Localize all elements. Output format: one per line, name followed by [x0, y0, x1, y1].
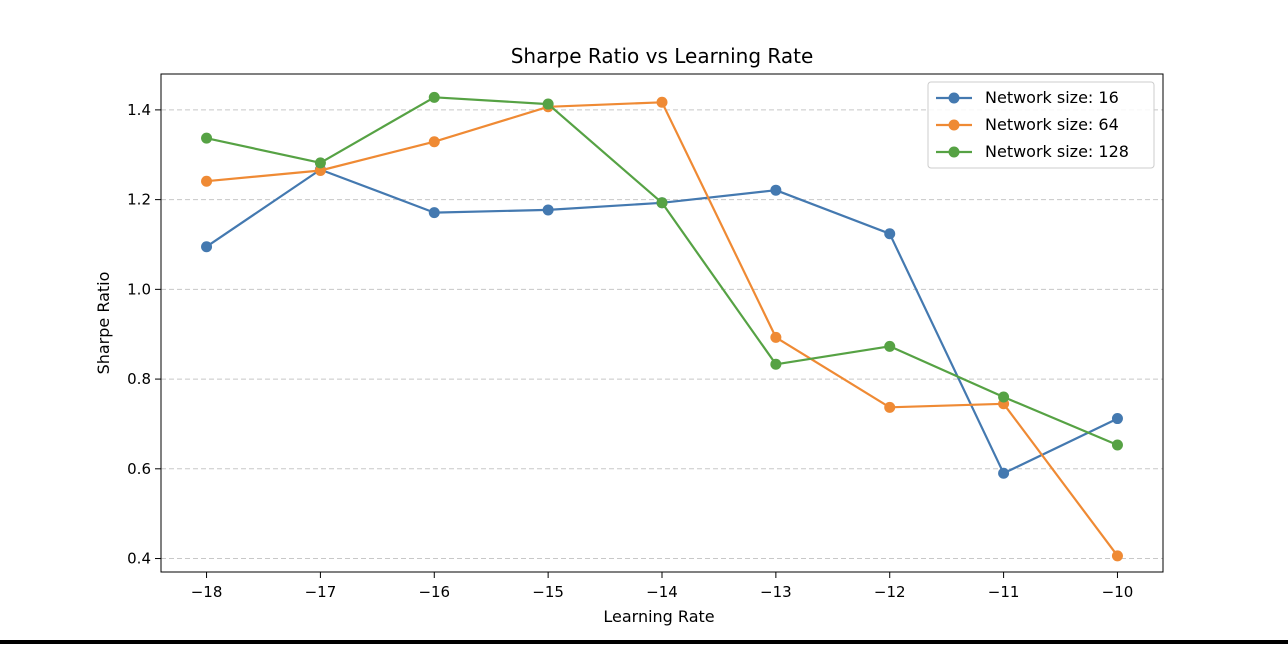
- x-tick-label: −13: [760, 583, 792, 601]
- data-point: [884, 340, 896, 352]
- legend-swatch-marker: [948, 92, 960, 104]
- data-point: [884, 228, 896, 240]
- data-point: [656, 197, 668, 209]
- x-tick-label: −18: [191, 583, 223, 601]
- legend: Network size: 16 Network size: 64 Network …: [927, 81, 1155, 169]
- data-point: [1111, 413, 1123, 425]
- x-tick-label: −10: [1102, 583, 1134, 601]
- x-tick-label: −17: [305, 583, 337, 601]
- data-point: [770, 331, 782, 343]
- data-point: [1111, 439, 1123, 451]
- series-line: [206, 101, 1119, 557]
- data-point: [770, 358, 782, 370]
- data-point: [201, 132, 213, 144]
- y-tick-label: 0.8: [127, 370, 151, 388]
- x-tick-label: −11: [988, 583, 1020, 601]
- legend-label: Network size: 16: [985, 88, 1119, 107]
- x-axis-label: Learning Rate: [603, 607, 714, 626]
- legend-label: Network size: 64: [985, 115, 1119, 134]
- legend-box: [927, 81, 1155, 169]
- y-axis-label: Sharpe Ratio: [94, 272, 113, 375]
- data-point: [998, 391, 1010, 403]
- data-point: [201, 241, 213, 253]
- x-tick-label: −12: [874, 583, 906, 601]
- y-tick-label: 1.4: [127, 101, 151, 119]
- y-tick-label: 0.4: [127, 550, 151, 568]
- data-point: [428, 136, 440, 148]
- y-tick-label: 1.2: [127, 191, 151, 209]
- legend-label: Network size: 128: [985, 142, 1129, 161]
- x-tick-label: −15: [532, 583, 564, 601]
- data-point: [428, 207, 440, 219]
- data-point: [542, 204, 554, 216]
- x-tick-label: −16: [418, 583, 450, 601]
- x-axis: −18 −17 −16 −15 −14 −13 −12 −11 −10: [191, 572, 1134, 601]
- data-point: [314, 157, 326, 169]
- legend-swatch-marker: [948, 119, 960, 131]
- gridlines: [161, 109, 1163, 560]
- series-line: [205, 168, 1118, 475]
- bottom-border: [0, 640, 1288, 644]
- y-tick-label: 1.0: [127, 280, 151, 298]
- data-point: [770, 184, 782, 196]
- data-point: [428, 91, 440, 103]
- data-point: [656, 96, 668, 108]
- data-point: [998, 467, 1010, 479]
- data-point: [884, 401, 896, 413]
- y-tick-label: 0.6: [127, 460, 151, 478]
- data-point: [201, 175, 213, 187]
- series-layer: [201, 91, 1123, 562]
- data-point: [542, 98, 554, 110]
- legend-swatch-marker: [948, 146, 960, 158]
- chart-title: Sharpe Ratio vs Learning Rate: [511, 44, 814, 68]
- y-axis: 0.4 0.6 0.8 1.0 1.2 1.4: [127, 101, 161, 568]
- data-point: [314, 164, 326, 176]
- data-point: [1111, 550, 1123, 562]
- x-tick-label: −14: [646, 583, 678, 601]
